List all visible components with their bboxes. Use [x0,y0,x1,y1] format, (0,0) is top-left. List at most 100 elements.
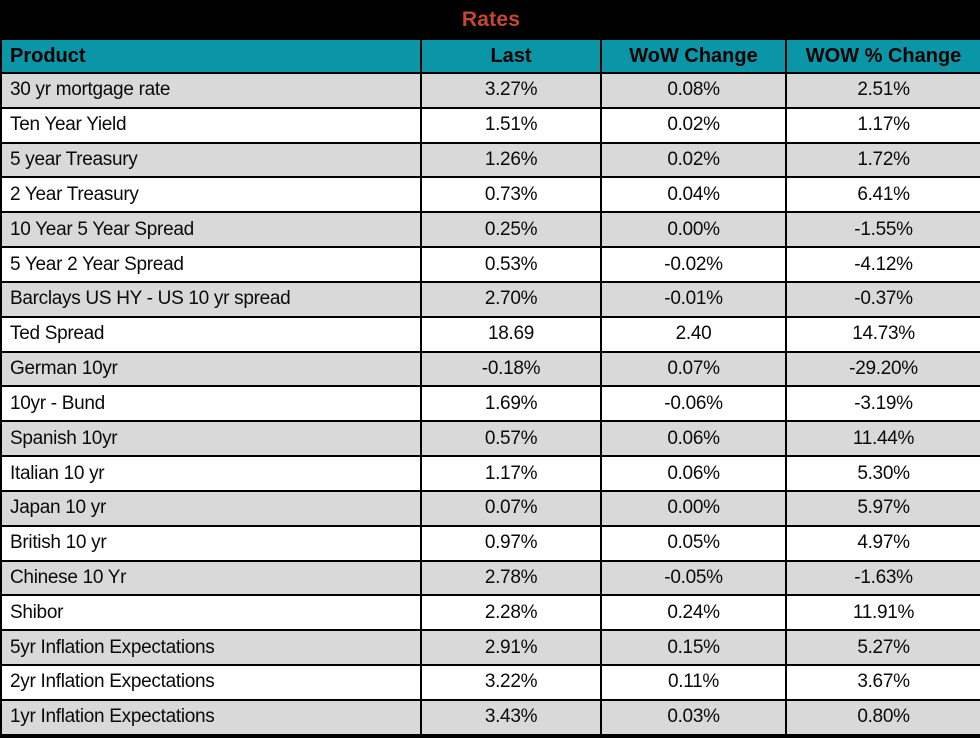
last-cell: 2.78% [420,559,602,597]
last-cell: 2.91% [420,629,602,667]
last-cell: 2.70% [420,280,602,318]
column-header-product: Product [0,38,422,74]
product-cell: 2 Year Treasury [0,176,422,214]
table-header-row: Product Last WoW Change WOW % Change [0,38,980,74]
table-title-row: Rates [1,1,980,39]
wow-pct-change-cell: -1.55% [784,211,980,249]
last-cell: 0.07% [420,489,602,527]
product-cell: Italian 10 yr [0,455,422,492]
product-cell: 5 year Treasury [0,141,422,179]
table-row: German 10yr -0.18% 0.07% -29.20% [0,350,980,388]
wow-pct-change-cell: 3.67% [784,664,980,701]
product-cell: German 10yr [0,350,422,388]
column-header-wow-pct-change: WOW % Change [784,38,980,74]
wow-change-cell: 0.15% [600,629,787,667]
last-cell: 0.25% [420,211,602,249]
product-cell: Shibor [0,594,422,632]
product-cell: 10 Year 5 Year Spread [0,211,422,249]
wow-pct-change-cell: -0.37% [784,280,980,318]
wow-change-cell: 0.24% [600,594,787,632]
wow-pct-change-cell: 14.73% [784,315,980,353]
last-cell: 18.69 [420,315,602,353]
wow-pct-change-cell: -3.19% [784,385,980,423]
table-row: Ted Spread 18.69 2.40 14.73% [0,315,980,353]
wow-change-cell: 0.02% [600,141,787,179]
table-row: British 10 yr 0.97% 0.05% 4.97% [0,524,980,562]
product-cell: 30 yr mortgage rate [0,72,422,109]
table-row: 5 Year 2 Year Spread 0.53% -0.02% -4.12% [0,246,980,283]
table-row: 2 Year Treasury 0.73% 0.04% 6.41% [0,176,980,214]
wow-pct-change-cell: -29.20% [784,350,980,388]
table-row: Chinese 10 Yr 2.78% -0.05% -1.63% [0,559,980,597]
last-cell: 0.97% [420,524,602,562]
wow-pct-change-cell: 5.97% [784,489,980,527]
table-row: Barclays US HY - US 10 yr spread 2.70% -0.… [0,280,980,318]
wow-change-cell: 0.04% [600,176,787,214]
column-header-wow-change: WoW Change [600,38,787,74]
table-title: Rates [1,1,980,39]
last-cell: 3.27% [420,72,602,109]
wow-change-cell: -0.02% [600,246,787,283]
last-cell: 0.57% [420,420,602,458]
wow-change-cell: 0.06% [600,455,787,492]
last-cell: 3.22% [420,664,602,701]
table-row: Ten Year Yield 1.51% 0.02% 1.17% [0,106,980,144]
table-row: Spanish 10yr 0.57% 0.06% 11.44% [0,420,980,458]
table-row: 10 Year 5 Year Spread 0.25% 0.00% -1.55% [0,211,980,249]
table-row: 1yr Inflation Expectations 3.43% 0.03% 0.80… [0,698,980,738]
wow-pct-change-cell: 6.41% [784,176,980,214]
product-cell: Ted Spread [0,315,422,353]
wow-change-cell: 0.00% [600,489,787,527]
last-cell: 0.73% [420,176,602,214]
wow-pct-change-cell: 5.27% [784,629,980,667]
table-row: 2yr Inflation Expectations 3.22% 0.11% 3.67… [0,664,980,701]
wow-pct-change-cell: 1.72% [784,141,980,179]
product-cell: Spanish 10yr [0,420,422,458]
column-header-last: Last [420,38,602,74]
wow-pct-change-cell: 2.51% [784,72,980,109]
wow-change-cell: 0.00% [600,211,787,249]
wow-pct-change-cell: 11.91% [784,594,980,632]
last-cell: 1.17% [420,455,602,492]
wow-change-cell: 0.11% [600,664,787,701]
wow-pct-change-cell: 11.44% [784,420,980,458]
last-cell: 1.51% [420,106,602,144]
table-row: Shibor 2.28% 0.24% 11.91% [0,594,980,632]
table-row: 5yr Inflation Expectations 2.91% 0.15% 5.27… [0,629,980,667]
wow-change-cell: 0.07% [600,350,787,388]
product-cell: 5 Year 2 Year Spread [0,246,422,283]
product-cell: 10yr - Bund [0,385,422,423]
wow-pct-change-cell: 0.80% [784,698,980,738]
wow-change-cell: -0.05% [600,559,787,597]
table-row: Japan 10 yr 0.07% 0.00% 5.97% [0,489,980,527]
last-cell: -0.18% [420,350,602,388]
product-cell: 2yr Inflation Expectations [0,664,422,701]
wow-pct-change-cell: 1.17% [784,106,980,144]
product-cell: 5yr Inflation Expectations [0,629,422,667]
wow-change-cell: 0.08% [600,72,787,109]
wow-change-cell: -0.06% [600,385,787,423]
product-cell: British 10 yr [0,524,422,562]
last-cell: 1.69% [420,385,602,423]
product-cell: Barclays US HY - US 10 yr spread [0,280,422,318]
product-cell: 1yr Inflation Expectations [0,698,422,738]
wow-change-cell: 0.02% [600,106,787,144]
last-cell: 1.26% [420,141,602,179]
wow-pct-change-cell: 4.97% [784,524,980,562]
wow-change-cell: 2.40 [600,315,787,353]
wow-change-cell: -0.01% [600,280,787,318]
last-cell: 0.53% [420,246,602,283]
product-cell: Japan 10 yr [0,489,422,527]
product-cell: Ten Year Yield [0,106,422,144]
table-row: 30 yr mortgage rate 3.27% 0.08% 2.51% [0,72,980,109]
wow-change-cell: 0.03% [600,698,787,738]
wow-pct-change-cell: -1.63% [784,559,980,597]
wow-change-cell: 0.06% [600,420,787,458]
last-cell: 3.43% [420,698,602,738]
wow-pct-change-cell: 5.30% [784,455,980,492]
table-row: Italian 10 yr 1.17% 0.06% 5.30% [0,455,980,492]
table-body: 30 yr mortgage rate 3.27% 0.08% 2.51% Ten Ye… [0,72,980,738]
last-cell: 2.28% [420,594,602,632]
